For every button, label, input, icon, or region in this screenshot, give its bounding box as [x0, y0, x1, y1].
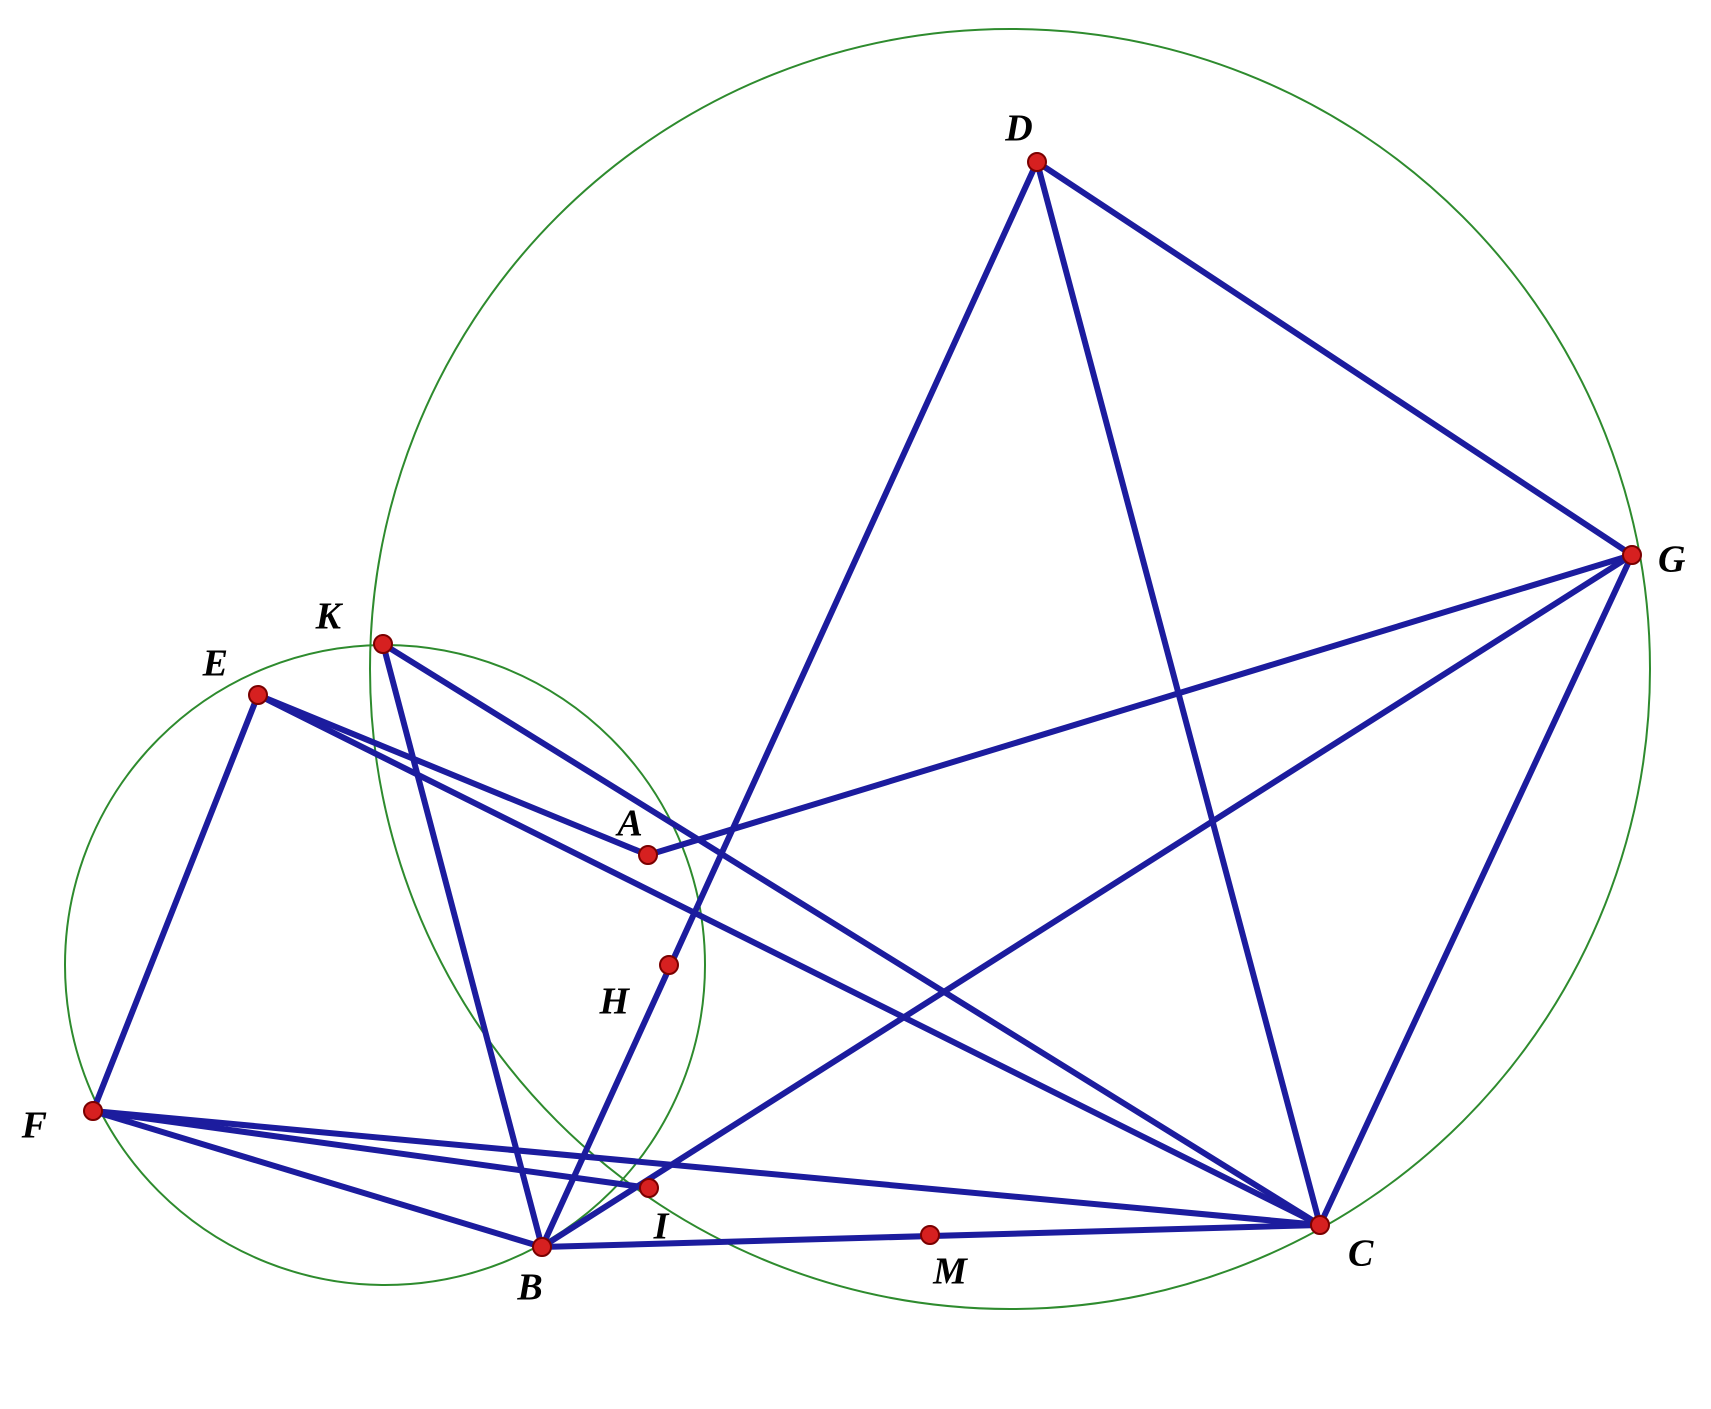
label-D: D: [1004, 108, 1032, 150]
point-D: [1028, 153, 1046, 171]
label-G: G: [1658, 539, 1686, 581]
point-H: [660, 956, 678, 974]
point-A: [639, 846, 657, 864]
label-I: I: [653, 1206, 670, 1248]
point-K: [374, 635, 392, 653]
point-M: [921, 1226, 939, 1244]
label-E: E: [202, 643, 228, 685]
point-F: [84, 1102, 102, 1120]
label-B: B: [516, 1267, 542, 1309]
label-M: M: [932, 1251, 968, 1293]
label-C: C: [1348, 1233, 1374, 1275]
label-H: H: [598, 981, 630, 1023]
label-K: K: [315, 596, 344, 638]
point-I: [640, 1179, 658, 1197]
point-E: [249, 686, 267, 704]
point-G: [1623, 546, 1641, 564]
point-B: [533, 1238, 551, 1256]
geometry-diagram: A B C D E F G H I K M: [0, 0, 1711, 1409]
label-F: F: [21, 1105, 47, 1147]
point-C: [1311, 1216, 1329, 1234]
label-A: A: [615, 803, 642, 845]
